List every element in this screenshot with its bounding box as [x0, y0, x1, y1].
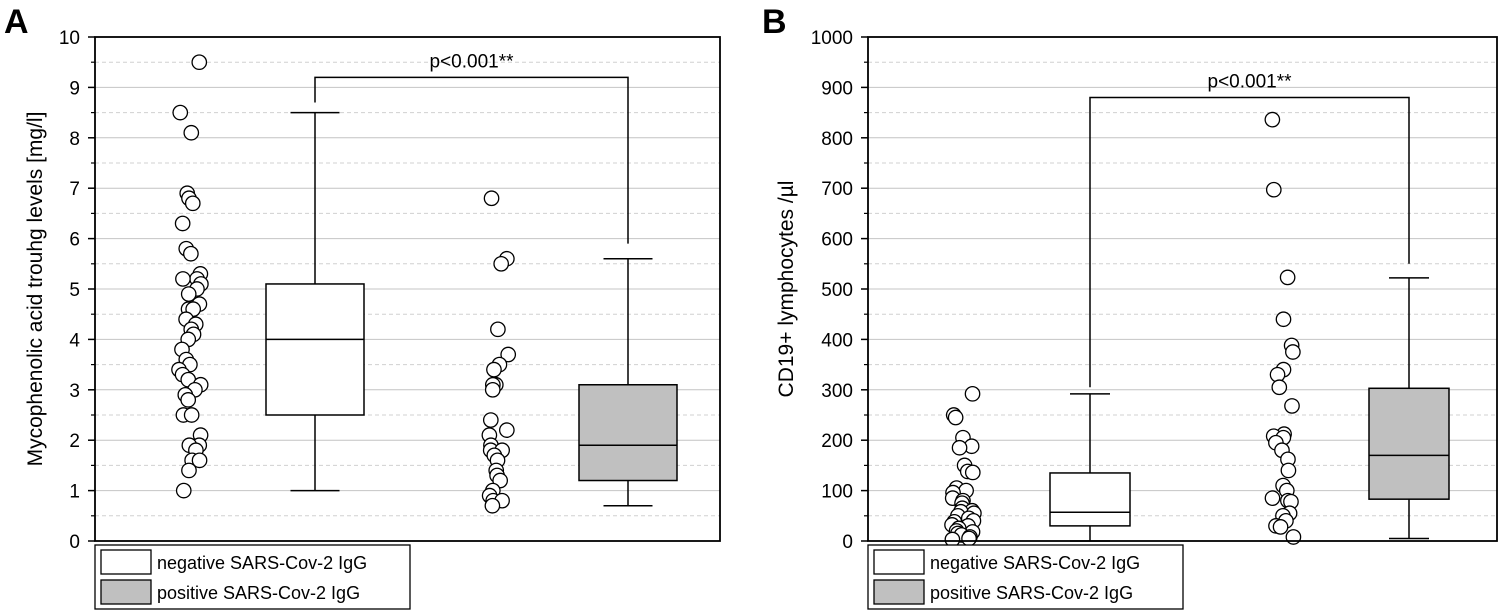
data-point	[1279, 269, 1296, 286]
data-point	[483, 190, 500, 207]
box-iqr	[578, 384, 678, 482]
y-tick-label: 2	[69, 431, 80, 452]
data-point	[180, 392, 197, 408]
data-point	[1264, 490, 1281, 507]
y-tick-label: 9	[69, 78, 80, 99]
y-tick-label: 0	[842, 532, 853, 553]
data-point	[1280, 462, 1297, 479]
data-point	[951, 439, 968, 456]
data-point	[947, 409, 964, 426]
legend: negative SARS-Cov-2 IgG positive SARS-Cov…	[867, 544, 1184, 610]
data-point	[964, 464, 981, 481]
data-point	[1265, 181, 1282, 198]
y-tick-label: 800	[821, 129, 853, 150]
data-point	[1264, 111, 1281, 128]
legend-swatch	[873, 579, 925, 605]
box-iqr	[265, 283, 365, 416]
data-point	[500, 346, 517, 363]
data-point	[1285, 344, 1301, 360]
legend-label: negative SARS-Cov-2 IgG	[157, 553, 367, 573]
y-tick-label: 500	[821, 280, 853, 301]
y-tick-label: 8	[69, 129, 80, 150]
data-point	[493, 255, 510, 272]
data-point	[181, 462, 197, 479]
data-point	[961, 530, 977, 547]
data-point	[1271, 379, 1288, 396]
y-tick-label: 3	[69, 381, 80, 402]
data-point	[183, 407, 200, 423]
significance-bracket	[1089, 96, 1410, 388]
panel-label: B	[762, 3, 787, 41]
y-tick-label: 6	[69, 230, 80, 251]
data-point	[484, 497, 501, 514]
data-point	[964, 385, 981, 402]
y-tick-label: 300	[821, 381, 853, 402]
data-point	[183, 124, 200, 141]
series-0	[171, 54, 365, 499]
significance-bracket	[314, 76, 629, 244]
data-point	[490, 321, 506, 338]
y-tick-label: 4	[69, 330, 80, 351]
data-point	[1284, 398, 1300, 414]
data-point	[180, 286, 197, 302]
data-point	[1272, 519, 1289, 535]
series-1	[481, 190, 678, 514]
panel-label: A	[4, 3, 29, 41]
panel-b: B 0 100 200 300 400 500 600 700 800 900 1000 CD19+ l…	[762, 3, 1498, 610]
y-tick-label: 900	[821, 78, 853, 99]
y-tick-label: 1	[69, 482, 80, 503]
data-point	[486, 361, 502, 378]
data-point	[484, 381, 501, 398]
legend-swatch	[873, 549, 925, 575]
data-point	[172, 104, 189, 121]
y-tick-label: 400	[821, 330, 853, 351]
legend-label: negative SARS-Cov-2 IgG	[930, 553, 1140, 573]
legend-label: positive SARS-Cov-2 IgG	[157, 583, 360, 603]
y-axis-title: CD19+ lymphocytes /µl	[775, 181, 798, 398]
data-point	[174, 215, 191, 232]
panel-a: A 0 1 2 3 4 5 6 7 8 9 10 Mycophenolic acid trouhg le…	[4, 3, 721, 610]
data-point	[175, 482, 192, 499]
y-tick-label: 5	[69, 280, 80, 301]
legend-label: positive SARS-Cov-2 IgG	[930, 583, 1133, 603]
y-tick-label: 100	[821, 482, 853, 503]
y-tick-label: 7	[69, 179, 80, 200]
significance-label: p<0.001**	[430, 51, 515, 72]
significance-label: p<0.001**	[1208, 71, 1293, 92]
data-point	[191, 452, 208, 469]
box-iqr	[1368, 387, 1450, 500]
legend: negative SARS-Cov-2 IgG positive SARS-Cov…	[94, 544, 411, 610]
y-tick-label: 600	[821, 230, 853, 251]
data-point	[184, 195, 201, 212]
y-axis-title: Mycophenolic acid trouhg levels [mg/l]	[24, 112, 47, 467]
legend-swatch	[100, 579, 152, 605]
y-tick-label: 200	[821, 431, 853, 452]
y-tick-label: 700	[821, 179, 853, 200]
plot-frame	[867, 36, 1498, 542]
data-point	[175, 271, 191, 287]
series-1	[1264, 111, 1450, 545]
y-tick-label: 1000	[811, 28, 853, 49]
box-iqr	[1049, 472, 1131, 527]
data-point	[183, 245, 199, 262]
legend-swatch	[100, 549, 152, 575]
data-point	[498, 422, 515, 438]
plot-frame	[94, 36, 721, 542]
data-point	[1275, 311, 1292, 328]
data-point	[482, 412, 499, 428]
y-tick-label: 10	[59, 28, 80, 49]
data-point	[1285, 529, 1302, 545]
y-tick-label: 0	[69, 532, 80, 553]
series-0	[944, 385, 1131, 548]
data-point	[191, 54, 208, 71]
